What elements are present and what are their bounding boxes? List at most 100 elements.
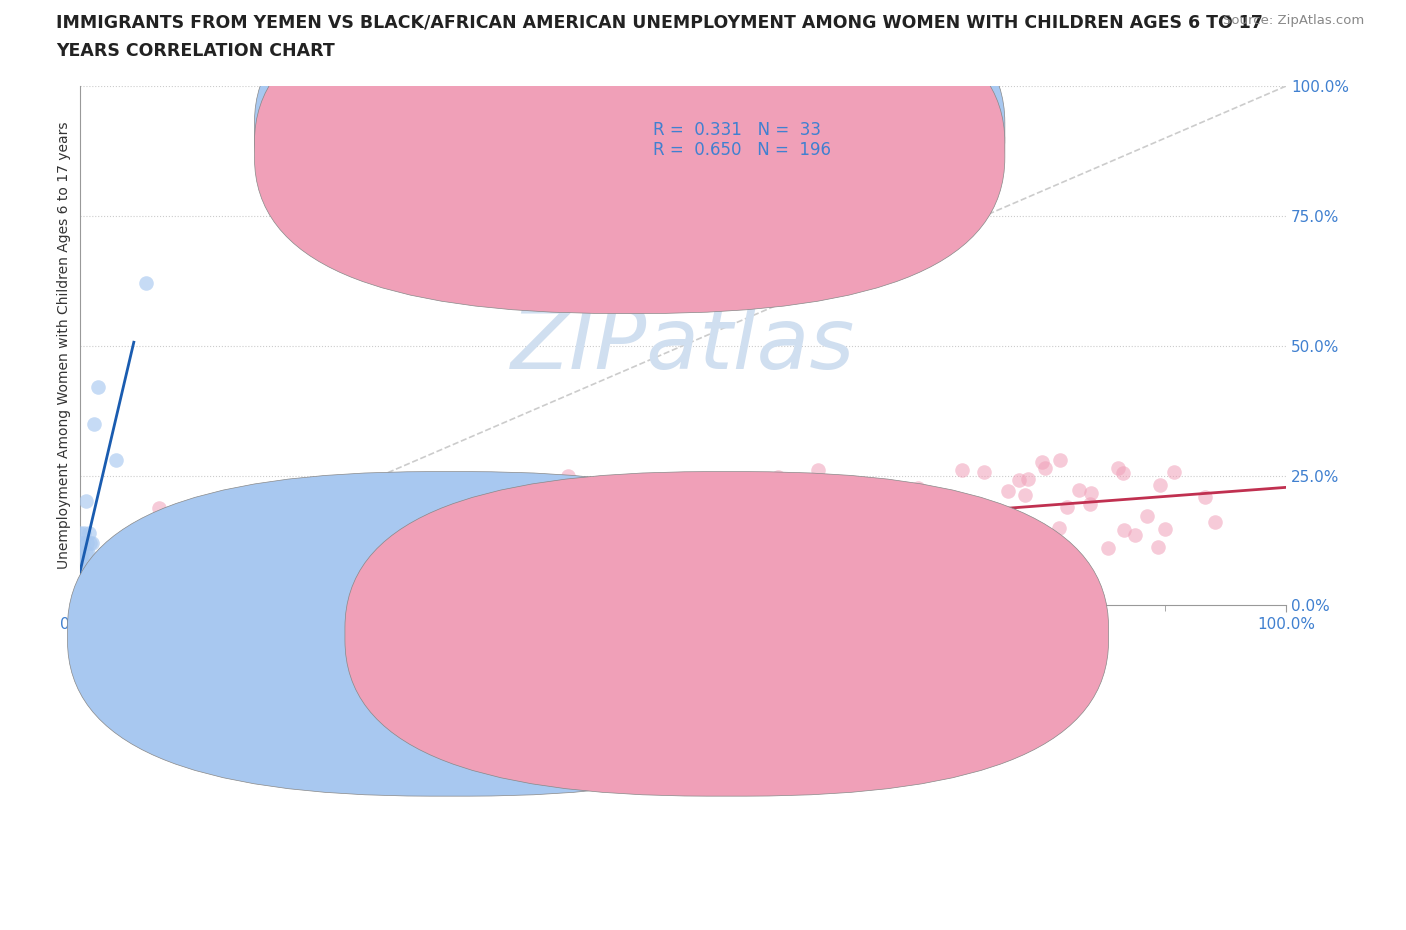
Point [1080, 485, 1102, 500]
Point [188, 564, 211, 578]
Point [810, 512, 832, 526]
Point [69, 572, 91, 587]
Point [1204, 514, 1226, 529]
Point [1008, 472, 1031, 487]
Point [69, 566, 91, 581]
Point [342, 512, 364, 526]
Point [72, 566, 94, 581]
Point [662, 528, 685, 543]
Point [468, 545, 491, 560]
Point [240, 598, 263, 613]
Point [491, 563, 513, 578]
Point [538, 538, 561, 553]
Point [772, 504, 794, 519]
Point [482, 583, 505, 598]
Point [278, 573, 301, 588]
Point [209, 598, 232, 613]
Point [335, 551, 357, 566]
Point [823, 533, 845, 548]
Point [118, 552, 141, 567]
Point [69, 562, 91, 577]
Point [328, 597, 350, 612]
Point [485, 565, 508, 580]
Point [544, 543, 567, 558]
Point [851, 525, 873, 540]
Point [741, 501, 763, 516]
Text: Immigrants from Yemen: Immigrants from Yemen [481, 627, 657, 642]
Point [138, 590, 160, 604]
Point [332, 531, 354, 546]
Point [367, 562, 389, 577]
Point [193, 588, 215, 603]
Point [165, 572, 187, 587]
Point [543, 559, 565, 574]
Point [1056, 499, 1078, 514]
Point [77, 546, 100, 561]
Point [1049, 453, 1071, 468]
Point [276, 565, 298, 579]
Text: R =  0.331   N =  33: R = 0.331 N = 33 [652, 121, 821, 140]
Point [505, 565, 527, 579]
Point [844, 527, 866, 542]
Point [669, 523, 692, 538]
Point [977, 509, 1000, 524]
Point [647, 482, 669, 497]
Point [222, 538, 245, 553]
Point [689, 536, 711, 551]
Point [979, 525, 1001, 539]
Point [370, 542, 392, 557]
Point [77, 525, 100, 540]
Point [423, 538, 446, 552]
Y-axis label: Unemployment Among Women with Children Ages 6 to 17 years: Unemployment Among Women with Children A… [58, 122, 72, 569]
Point [808, 552, 831, 567]
Point [284, 573, 307, 588]
Point [782, 506, 804, 521]
Point [118, 598, 141, 613]
Point [72, 536, 94, 551]
Point [170, 538, 193, 552]
Point [1031, 455, 1053, 470]
Point [111, 552, 134, 567]
Point [167, 588, 190, 603]
Point [775, 558, 797, 573]
Point [654, 490, 676, 505]
Point [907, 481, 929, 496]
Point [295, 539, 318, 554]
FancyBboxPatch shape [344, 472, 1108, 796]
Point [315, 556, 337, 571]
Point [380, 532, 402, 547]
Point [349, 555, 371, 570]
Point [794, 553, 817, 568]
Point [627, 502, 650, 517]
Point [1097, 541, 1119, 556]
Text: IMMIGRANTS FROM YEMEN VS BLACK/AFRICAN AMERICAN UNEMPLOYMENT AMONG WOMEN WITH CH: IMMIGRANTS FROM YEMEN VS BLACK/AFRICAN A… [56, 14, 1263, 32]
Point [347, 547, 370, 562]
Point [69, 551, 91, 566]
Point [472, 546, 495, 561]
FancyBboxPatch shape [67, 472, 831, 796]
Point [271, 575, 294, 590]
Point [69, 536, 91, 551]
Text: Source: ZipAtlas.com: Source: ZipAtlas.com [1223, 14, 1364, 27]
Point [69, 578, 91, 592]
Point [186, 560, 208, 575]
Point [120, 545, 142, 560]
Point [253, 485, 276, 499]
Point [813, 562, 835, 577]
Point [1112, 466, 1135, 481]
Point [339, 585, 361, 600]
Point [69, 588, 91, 603]
Point [773, 510, 796, 525]
Point [492, 509, 515, 524]
Point [1149, 477, 1171, 492]
Point [233, 551, 256, 565]
Point [645, 519, 668, 534]
Point [357, 558, 380, 573]
Point [598, 541, 620, 556]
Point [374, 543, 396, 558]
Point [179, 565, 201, 579]
Point [450, 535, 472, 550]
Point [839, 536, 862, 551]
Point [589, 535, 612, 550]
Point [995, 512, 1018, 526]
